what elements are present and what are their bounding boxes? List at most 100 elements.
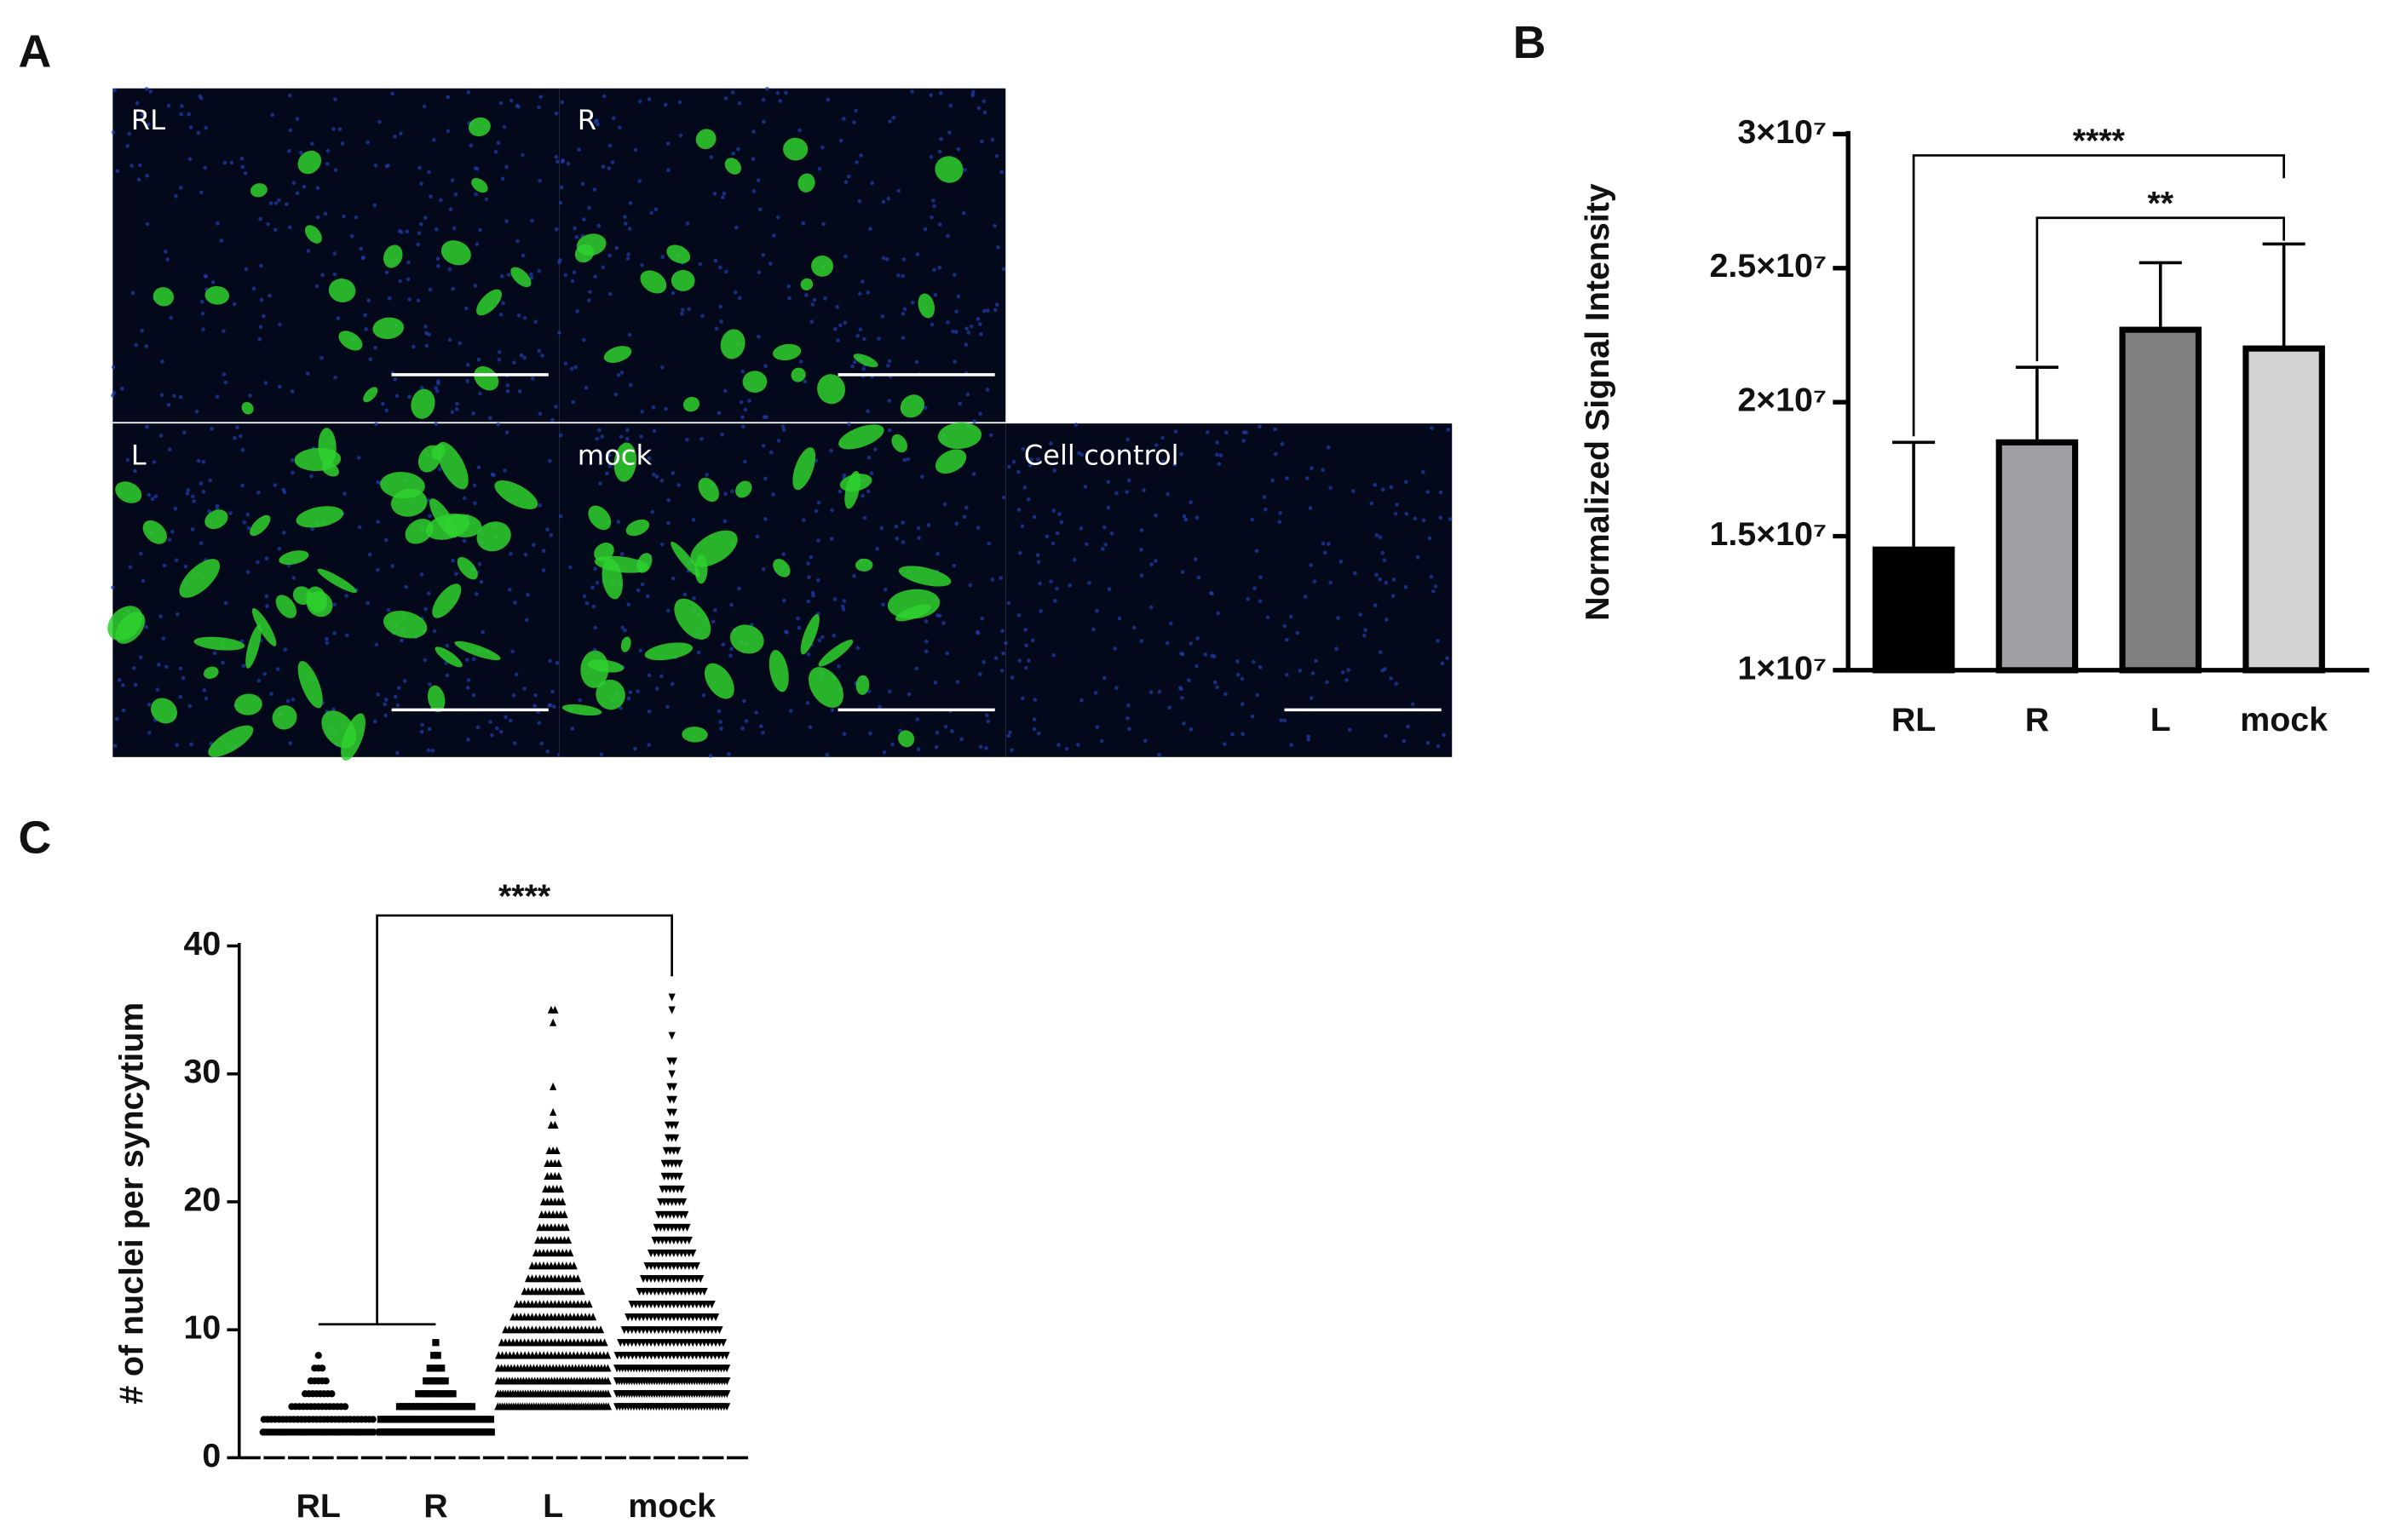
nucleus xyxy=(273,227,278,233)
nucleus xyxy=(185,491,190,496)
nucleus xyxy=(1217,462,1222,467)
nucleus xyxy=(493,149,498,154)
nucleus xyxy=(964,326,969,331)
nucleus xyxy=(1179,451,1183,457)
nucleus xyxy=(588,290,592,295)
nucleus xyxy=(1244,430,1248,435)
nucleus xyxy=(825,752,830,757)
nucleus xyxy=(671,576,676,581)
nucleus xyxy=(1182,514,1187,519)
nucleus xyxy=(1084,542,1089,547)
nucleus xyxy=(503,468,507,473)
nucleus xyxy=(743,407,748,412)
nucleus xyxy=(775,90,780,95)
nucleus xyxy=(239,156,245,161)
nucleus xyxy=(1254,549,1259,554)
nucleus xyxy=(402,679,407,683)
nucleus xyxy=(120,386,124,391)
nucleus xyxy=(1139,547,1143,552)
cell xyxy=(839,474,872,491)
nucleus xyxy=(550,689,555,694)
cell xyxy=(735,480,752,498)
nucleus xyxy=(169,315,174,320)
nucleus xyxy=(696,650,701,655)
cell xyxy=(304,225,322,244)
nucleus xyxy=(640,262,644,267)
cell xyxy=(808,667,843,708)
nucleus xyxy=(1420,469,1425,474)
nucleus xyxy=(1053,599,1057,603)
nucleus xyxy=(466,738,470,742)
micrograph xyxy=(112,88,560,422)
nucleus xyxy=(575,309,579,313)
nucleus xyxy=(399,131,403,136)
nucleus xyxy=(1091,627,1096,632)
nucleus xyxy=(1068,583,1073,588)
nucleus xyxy=(111,585,115,590)
nucleus xyxy=(1109,531,1114,536)
nucleus xyxy=(1139,573,1144,578)
nucleus xyxy=(719,319,723,324)
dot xyxy=(603,1351,612,1359)
nucleus xyxy=(1390,594,1396,599)
nucleus xyxy=(647,97,652,101)
nucleus xyxy=(232,302,237,307)
nucleus xyxy=(1415,555,1420,560)
nucleus xyxy=(963,168,967,172)
nucleus xyxy=(1338,559,1344,564)
nucleus xyxy=(682,592,688,597)
dot xyxy=(403,1403,412,1411)
nucleus xyxy=(1240,676,1245,681)
nucleus xyxy=(1095,608,1099,613)
nucleus xyxy=(538,411,543,416)
nucleus xyxy=(419,572,424,577)
nucleus xyxy=(424,343,429,348)
nucleus xyxy=(256,678,262,683)
nucleus xyxy=(935,551,940,556)
nucleus xyxy=(541,549,546,554)
nucleus xyxy=(826,97,831,102)
nucleus xyxy=(497,350,502,354)
nucleus xyxy=(959,737,964,742)
nucleus xyxy=(325,148,331,153)
dot xyxy=(682,1210,689,1219)
nucleus xyxy=(1369,501,1374,506)
nucleus xyxy=(640,409,645,414)
nucleus xyxy=(423,658,428,663)
x-tick-label: R xyxy=(423,1487,447,1525)
dot xyxy=(555,1158,562,1168)
nucleus xyxy=(722,519,728,524)
dot xyxy=(596,1325,605,1334)
nucleus xyxy=(1036,457,1040,462)
nucleus xyxy=(516,313,521,318)
nucleus xyxy=(445,643,450,648)
nucleus xyxy=(406,260,411,265)
nucleus xyxy=(838,138,843,143)
nucleus xyxy=(842,473,847,478)
nucleus xyxy=(895,537,900,541)
nucleus xyxy=(1139,639,1143,643)
nucleus xyxy=(383,537,389,543)
nucleus xyxy=(939,91,943,95)
cell xyxy=(383,244,403,268)
nucleus xyxy=(245,570,250,574)
nucleus xyxy=(320,273,325,278)
nucleus xyxy=(775,215,780,220)
nucleus xyxy=(1394,681,1399,687)
nucleus xyxy=(816,538,820,543)
nucleus xyxy=(769,261,773,266)
cell xyxy=(596,679,625,710)
nucleus xyxy=(269,692,273,697)
nucleus xyxy=(417,231,422,236)
nucleus xyxy=(572,270,577,275)
nucleus xyxy=(1177,686,1183,690)
nucleus xyxy=(866,290,871,295)
nucleus xyxy=(198,94,203,99)
nucleus xyxy=(762,415,767,420)
nucleus xyxy=(1033,698,1038,702)
dot xyxy=(426,1365,434,1372)
dot xyxy=(564,1236,573,1244)
nucleus xyxy=(830,708,835,713)
nucleus xyxy=(558,514,563,519)
dot xyxy=(567,1249,574,1257)
